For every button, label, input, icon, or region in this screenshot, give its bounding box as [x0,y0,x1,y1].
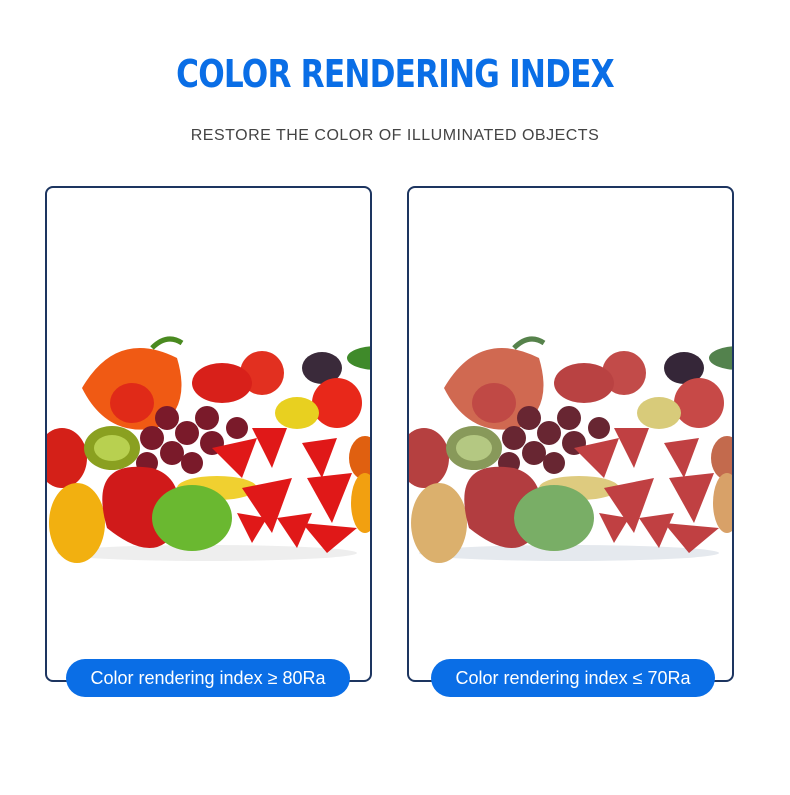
dull-fruit-pile-image [409,328,732,578]
comparison-panel-high-cri [45,186,372,682]
page-subtitle: RESTORE THE COLOR OF ILLUMINATED OBJECTS [190,127,600,144]
page-title: COLOR RENDERING INDEX [176,52,614,96]
comparison-panel-low-cri [407,186,734,682]
high-cri-label-badge: Color rendering index ≥ 80Ra [66,659,350,697]
vivid-fruit-pile-image [47,328,370,578]
low-cri-label-badge: Color rendering index ≤ 70Ra [431,659,715,697]
